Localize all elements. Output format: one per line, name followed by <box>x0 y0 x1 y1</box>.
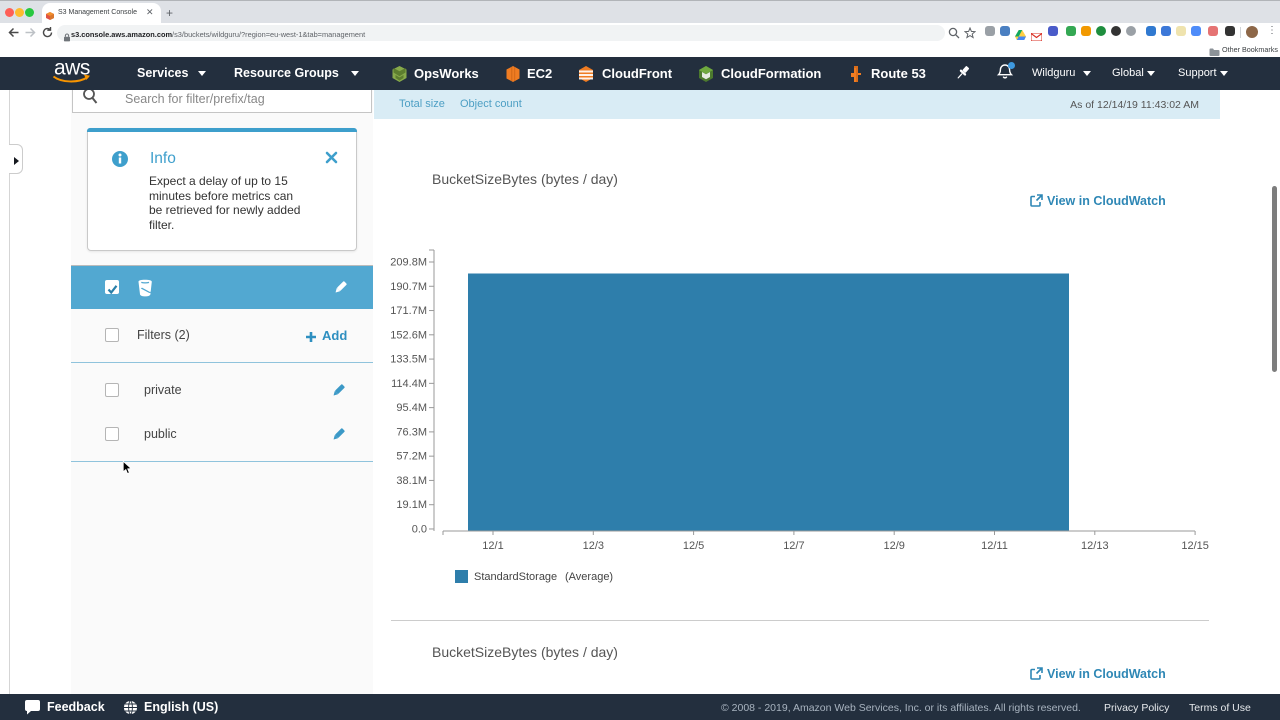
svg-text:152.6M: 152.6M <box>390 329 427 341</box>
svg-text:0.0: 0.0 <box>412 523 427 535</box>
svg-text:12/11: 12/11 <box>981 540 1008 552</box>
svg-text:133.5M: 133.5M <box>390 354 427 366</box>
svg-text:114.4M: 114.4M <box>391 378 427 390</box>
svg-text:57.2M: 57.2M <box>396 451 427 463</box>
svg-text:171.7M: 171.7M <box>390 305 427 317</box>
svg-text:190.7M: 190.7M <box>390 281 427 293</box>
svg-text:12/13: 12/13 <box>1081 540 1109 552</box>
svg-text:209.8M: 209.8M <box>390 257 427 269</box>
svg-text:95.4M: 95.4M <box>396 402 427 414</box>
svg-text:12/3: 12/3 <box>583 540 604 552</box>
svg-text:12/15: 12/15 <box>1181 540 1209 552</box>
svg-text:38.1M: 38.1M <box>396 475 427 487</box>
svg-text:aws: aws <box>54 57 90 80</box>
svg-text:76.3M: 76.3M <box>396 426 427 438</box>
svg-text:12/9: 12/9 <box>883 540 904 552</box>
svg-text:12/1: 12/1 <box>482 540 503 552</box>
svg-text:19.1M: 19.1M <box>396 499 427 511</box>
svg-text:12/7: 12/7 <box>783 540 804 552</box>
svg-text:12/5: 12/5 <box>683 540 704 552</box>
